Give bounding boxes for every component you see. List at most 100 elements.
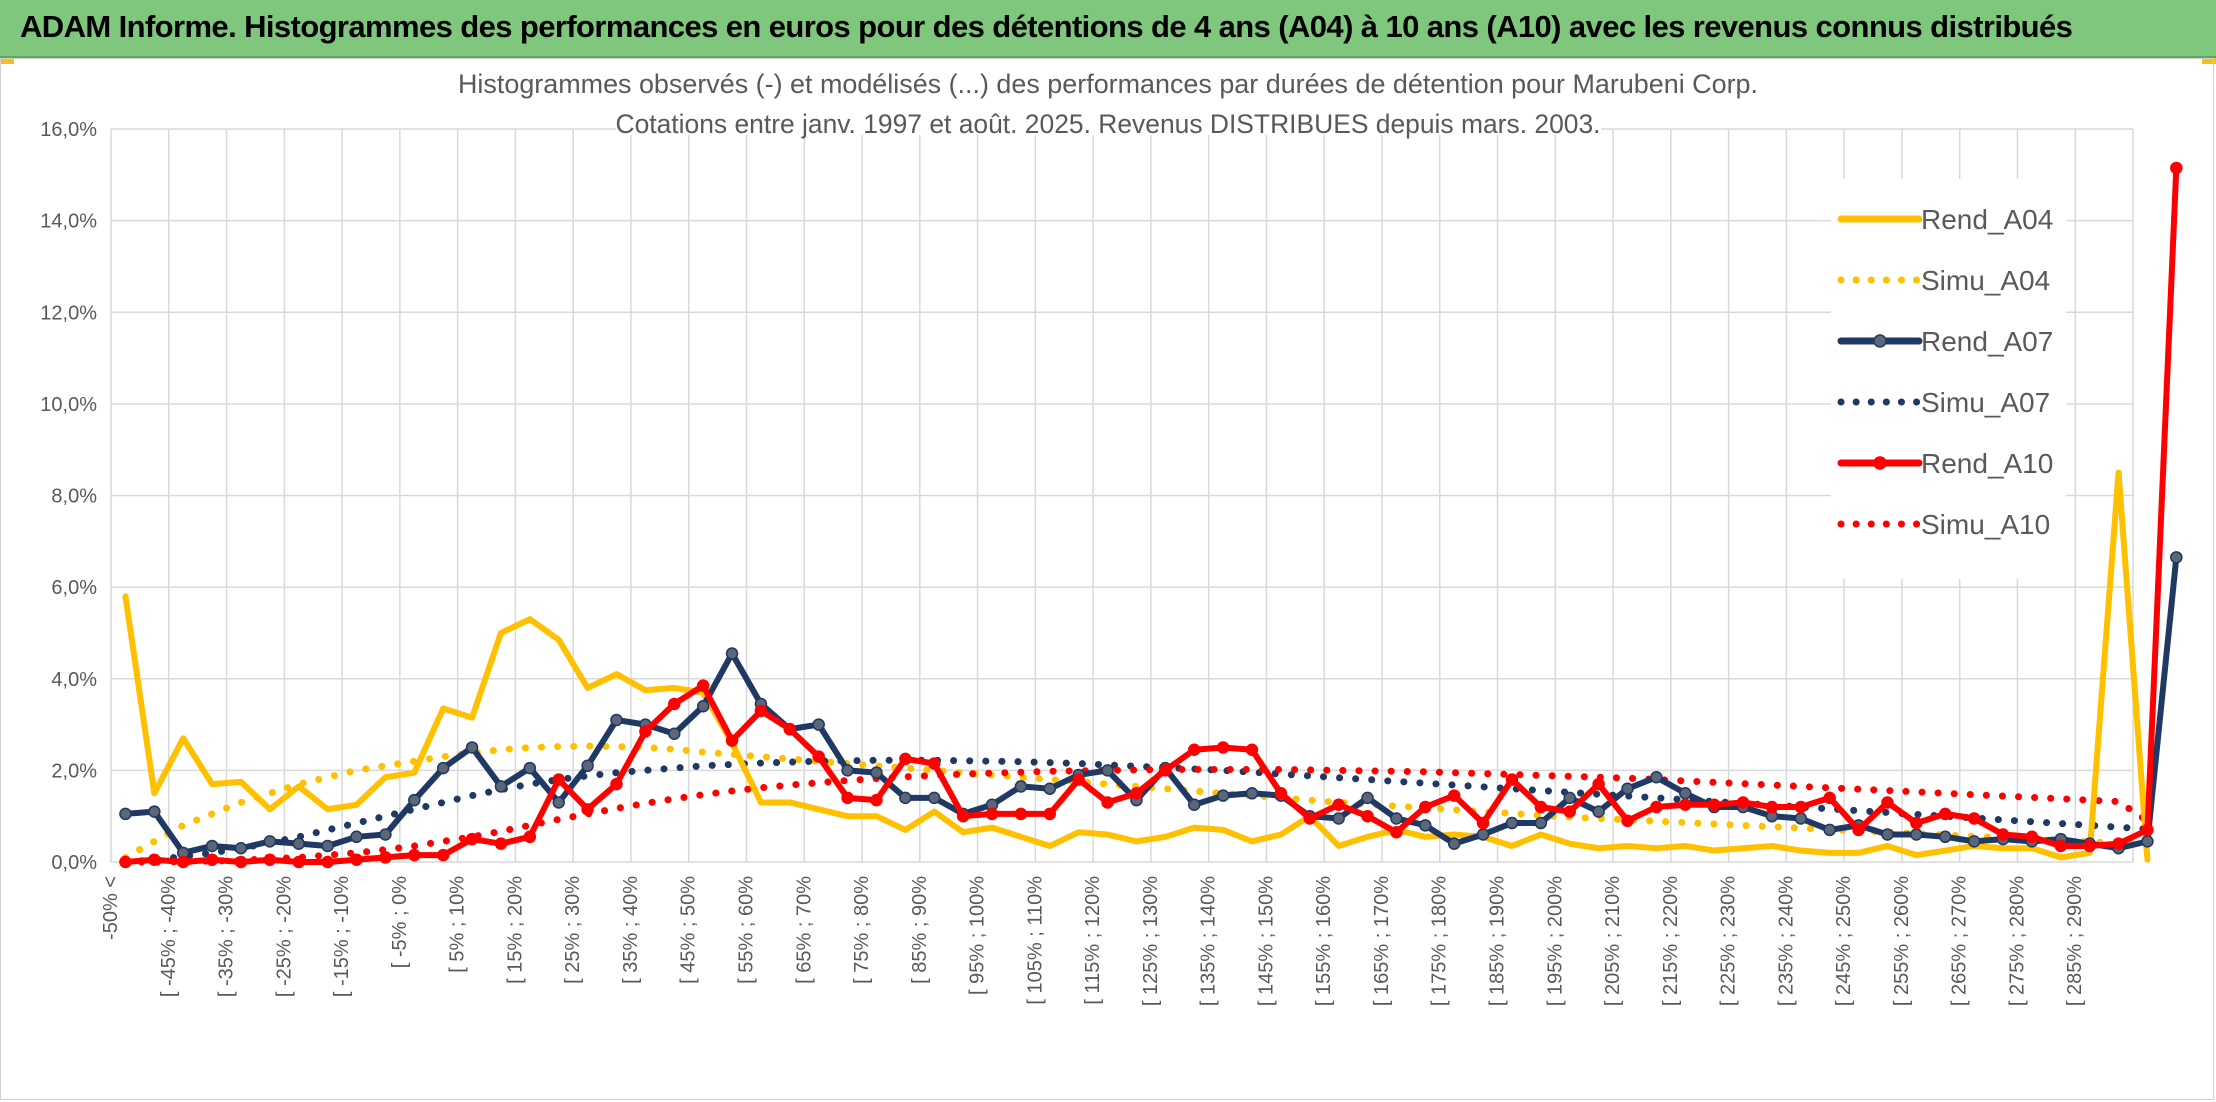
data-point-rend_a10: [1852, 823, 1865, 837]
gridlines: [110, 128, 2134, 863]
data-point-rend_a07: [1592, 805, 1605, 818]
data-point-rend_a10: [1274, 787, 1288, 800]
corner-accent-left: [0, 58, 14, 64]
data-point-rend_a10: [1072, 773, 1085, 786]
data-point-rend_a10: [465, 832, 479, 846]
data-point-rend_a10: [263, 853, 277, 866]
x-tick-label: [ 15% ; 20%: [504, 876, 526, 984]
legend-marker-rend_a10: [1873, 456, 1887, 470]
data-point-rend_a10: [870, 793, 883, 807]
x-tick-label: [ 195% ; 200%: [1544, 876, 1566, 1006]
data-point-rend_a07: [2170, 551, 2183, 564]
data-point-rend_a07: [1910, 828, 1923, 841]
data-point-rend_a10: [1621, 814, 1634, 828]
data-point-rend_a10: [1476, 816, 1490, 830]
y-tick-label: 2,0%: [51, 760, 97, 782]
data-point-rend_a10: [1447, 789, 1461, 802]
data-point-rend_a07: [465, 741, 479, 754]
data-point-rend_a10: [1043, 807, 1057, 821]
x-tick-label: [ 175% ; 180%: [1429, 876, 1451, 1006]
data-point-rend_a10: [1505, 773, 1519, 786]
x-tick-label: [ 235% ; 240%: [1775, 876, 1797, 1006]
data-point-rend_a07: [1534, 816, 1548, 830]
data-point-rend_a10: [2054, 839, 2068, 853]
data-point-rend_a07: [234, 842, 248, 855]
x-tick-label: [ -5% ; 0%: [389, 876, 411, 968]
x-tick-label: [ -35% ; -30%: [216, 876, 238, 997]
data-point-rend_a07: [1043, 782, 1057, 795]
x-tick-label: [ 265% ; 270%: [1949, 876, 1971, 1006]
x-tick-label: [ 95% ; 100%: [967, 876, 989, 995]
data-point-rend_a10: [408, 848, 421, 862]
legend-label-rend_a04: Rend_A04: [1921, 204, 2053, 235]
data-point-rend_a10: [1187, 743, 1201, 757]
data-point-rend_a10: [1679, 798, 1692, 811]
x-tick-label: [ 165% ; 170%: [1371, 876, 1393, 1006]
y-tick-label: 0,0%: [51, 852, 97, 874]
data-point-rend_a07: [205, 839, 219, 853]
data-point-rend_a07: [899, 791, 912, 805]
data-point-rend_a10: [321, 855, 334, 869]
x-tick-label: [ 155% ; 160%: [1313, 876, 1335, 1006]
x-tick-label: [ 55% ; 60%: [735, 876, 757, 984]
data-point-rend_a10: [119, 855, 132, 869]
chart-title: Histogrammes observés (-) et modélisés (…: [458, 69, 1758, 99]
data-point-rend_a07: [263, 835, 277, 848]
y-tick-label: 16,0%: [40, 119, 97, 141]
data-point-rend_a07: [321, 839, 334, 853]
x-tick-label: [ 85% ; 90%: [909, 876, 931, 984]
data-point-rend_a10: [1534, 800, 1548, 814]
data-point-rend_a07: [1014, 780, 1028, 793]
data-point-rend_a10: [581, 803, 594, 816]
data-point-rend_a10: [234, 855, 248, 869]
data-point-rend_a07: [1216, 789, 1230, 802]
data-point-rend_a10: [956, 809, 970, 823]
data-point-rend_a10: [812, 750, 825, 763]
data-point-rend_a10: [1592, 777, 1605, 791]
data-point-rend_a07: [1679, 787, 1692, 800]
data-point-rend_a10: [523, 830, 537, 844]
x-tick-label: [ 285% ; 290%: [2064, 876, 2086, 1006]
chart-subtitle: Cotations entre janv. 1997 et août. 2025…: [616, 109, 1601, 139]
data-point-rend_a07: [436, 761, 450, 775]
x-tick-label: [ 215% ; 220%: [1660, 876, 1682, 1006]
data-point-rend_a07: [1794, 812, 1808, 825]
y-tick-label: 14,0%: [40, 211, 97, 233]
y-tick-label: 8,0%: [51, 486, 97, 508]
legend-label-simu_a10: Simu_A10: [1921, 509, 2050, 540]
data-point-rend_a07: [1332, 812, 1345, 825]
data-point-rend_a10: [148, 853, 161, 866]
data-point-rend_a07: [725, 647, 739, 660]
data-point-rend_a07: [523, 761, 537, 775]
data-point-rend_a07: [350, 830, 363, 844]
data-point-rend_a10: [1967, 812, 1981, 825]
data-point-rend_a10: [379, 851, 392, 864]
data-point-rend_a10: [1332, 798, 1345, 811]
y-tick-label: 10,0%: [40, 394, 97, 416]
corner-accent-right: [2202, 58, 2216, 64]
data-point-rend_a10: [639, 725, 652, 738]
report-title: ADAM Informe. Histogrammes des performan…: [20, 9, 2073, 44]
x-tick-label: [ 255% ; 260%: [1891, 876, 1913, 1006]
data-point-rend_a07: [1563, 791, 1576, 805]
legend-label-simu_a07: Simu_A07: [1921, 387, 2050, 418]
data-point-rend_a10: [841, 791, 854, 805]
x-tick-label: [ 185% ; 190%: [1487, 876, 1509, 1006]
data-point-rend_a10: [176, 855, 190, 869]
data-point-rend_a07: [292, 837, 306, 850]
x-tick-label: [ 145% ; 150%: [1255, 876, 1277, 1006]
x-tick-label: [ 275% ; 280%: [2006, 876, 2028, 1006]
subtitle-background: [616, 99, 1601, 135]
data-point-rend_a07: [148, 805, 161, 818]
series-line-simu_a10: [121, 765, 2151, 866]
data-point-rend_a07: [1650, 770, 1663, 784]
legend-label-rend_a10: Rend_A10: [1921, 448, 2053, 479]
data-point-rend_a10: [725, 734, 739, 747]
data-point-rend_a07: [552, 796, 565, 809]
axes: 0,0% 2,0% 4,0% 6,0% 8,0% 10,0% 12,0% 14,0% 16,0%…: [40, 119, 2086, 1006]
data-point-rend_a10: [1910, 816, 1923, 830]
data-point-rend_a10: [1938, 807, 1952, 821]
y-tick-label: 6,0%: [51, 577, 97, 599]
data-point-rend_a07: [1419, 819, 1432, 832]
legend-background: [1831, 179, 2066, 579]
